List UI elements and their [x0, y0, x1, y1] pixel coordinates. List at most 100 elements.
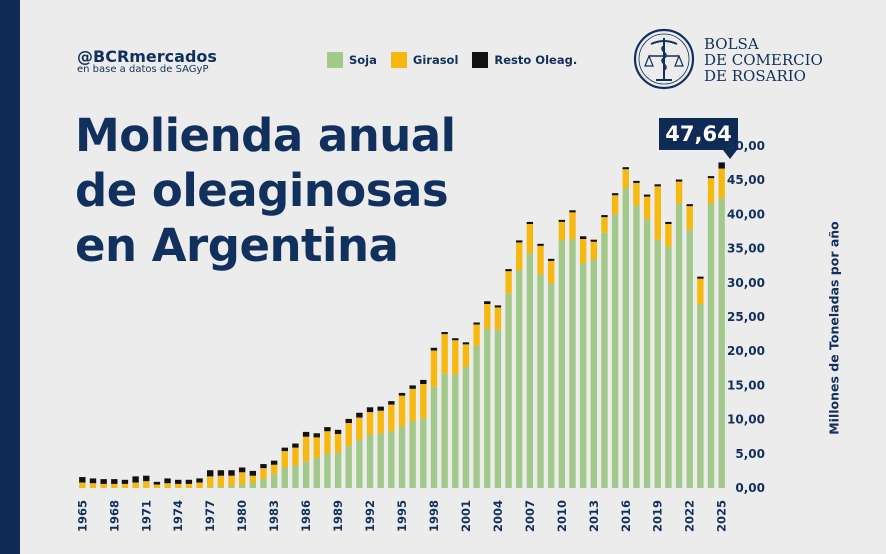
bar-resto-oleag--1965 — [79, 477, 86, 483]
bar-girasol-2014 — [601, 217, 608, 233]
bar-girasol-2019 — [654, 186, 661, 240]
bar-resto-oleag--1981 — [249, 470, 257, 476]
twitter-handle: @BCRmercados — [77, 47, 217, 66]
x-tick-label: 1986 — [299, 500, 313, 532]
bar-girasol-1973 — [164, 483, 171, 488]
bar-girasol-2023 — [697, 278, 704, 305]
bar-girasol-1975 — [185, 483, 193, 488]
bar-girasol-2024 — [707, 178, 715, 204]
bar-girasol-1978 — [217, 475, 225, 487]
legend-item-resto: Resto Oleag. — [472, 52, 577, 68]
logo-text: BOLSA DE COMERCIO DE ROSARIO — [704, 36, 823, 84]
bar-resto-oleag--1987 — [313, 433, 320, 438]
bar-girasol-2001 — [462, 344, 470, 367]
y-tick-label: 35,00 — [727, 242, 765, 256]
bar-soja-1996 — [409, 420, 416, 488]
bar-resto-oleag--1994 — [388, 401, 395, 405]
bar-resto-oleag--1976 — [196, 478, 203, 483]
bar-girasol-2002 — [473, 324, 480, 346]
bar-girasol-2005 — [505, 271, 512, 294]
bar-girasol-1997 — [420, 384, 427, 419]
x-tick-label: 2001 — [459, 500, 473, 532]
bar-soja-1983 — [270, 474, 278, 488]
bar-resto-oleag--1986 — [302, 431, 310, 437]
x-tick-label: 2016 — [619, 500, 633, 532]
x-tick-label: 2007 — [523, 500, 537, 532]
bar-resto-oleag--2002 — [473, 322, 480, 325]
x-tick-label: 1977 — [203, 500, 217, 532]
bar-resto-oleag--1967 — [100, 479, 107, 484]
bar-soja-2001 — [462, 366, 470, 488]
bar-resto-oleag--1988 — [324, 427, 331, 432]
bar-soja-2022 — [686, 230, 693, 488]
bar-soja-1986 — [302, 461, 310, 488]
bar-resto-oleag--2024 — [707, 176, 715, 179]
y-tick-label: 45,00 — [727, 173, 765, 187]
x-tick-label: 2019 — [651, 500, 665, 532]
y-tick-label: 50,00 — [727, 139, 765, 153]
bar-soja-2014 — [601, 232, 608, 488]
logo-line-2: DE COMERCIO — [704, 51, 823, 69]
bar-girasol-1969 — [121, 483, 129, 488]
title-line-1: Molienda anual — [75, 109, 456, 162]
bar-soja-2021 — [675, 203, 683, 488]
bar-girasol-1996 — [409, 388, 416, 421]
bar-girasol-1993 — [377, 410, 384, 434]
bar-resto-oleag--2018 — [643, 194, 651, 197]
bar-resto-oleag--2014 — [601, 215, 608, 218]
bar-soja-1977 — [207, 487, 214, 488]
legend-item-soja: Soja — [327, 52, 377, 68]
bar-girasol-1998 — [430, 350, 438, 387]
bar-resto-oleag--1978 — [217, 470, 225, 476]
y-tick-label: 10,00 — [727, 413, 765, 427]
bar-girasol-2006 — [516, 242, 523, 271]
bar-soja-1991 — [356, 440, 363, 488]
bar-soja-2024 — [707, 203, 715, 488]
bar-girasol-1984 — [281, 451, 288, 468]
bar-resto-oleag--2004 — [494, 305, 502, 308]
caduceus-scales-icon — [633, 28, 695, 90]
bar-girasol-1965 — [79, 482, 86, 488]
bar-soja-2000 — [452, 374, 459, 488]
bar-soja-2018 — [643, 219, 651, 489]
bar-girasol-1981 — [249, 475, 257, 483]
bar-resto-oleag--1985 — [292, 443, 299, 448]
bar-girasol-2009 — [547, 260, 555, 284]
bar-soja-1997 — [420, 418, 427, 488]
logo-line-3: DE ROSARIO — [704, 67, 806, 85]
bar-girasol-2025 — [718, 168, 725, 199]
bar-resto-oleag--2017 — [633, 180, 640, 183]
bar-resto-oleag--1989 — [334, 429, 342, 434]
bar-soja-1989 — [334, 452, 342, 488]
title-line-3: en Argentina — [75, 219, 399, 272]
y-tick-label: 20,00 — [727, 344, 765, 358]
bar-soja-1987 — [313, 457, 320, 488]
bar-resto-oleag--2009 — [547, 258, 555, 261]
bar-girasol-1972 — [153, 484, 161, 488]
bar-girasol-2000 — [452, 340, 459, 375]
bar-resto-oleag--2023 — [697, 276, 704, 279]
bar-soja-2020 — [665, 246, 672, 488]
x-tick-label: 1992 — [363, 500, 377, 532]
y-tick-label: 40,00 — [727, 207, 765, 221]
bar-girasol-2022 — [686, 206, 693, 231]
bar-soja-2023 — [697, 304, 704, 488]
bar-girasol-1980 — [238, 472, 246, 485]
bar-resto-oleag--1998 — [430, 347, 438, 351]
bar-soja-2016 — [622, 188, 629, 488]
page-title: Molienda anual de oleaginosas en Argenti… — [75, 108, 456, 273]
legend-label-resto: Resto Oleag. — [494, 53, 578, 67]
bar-girasol-2018 — [643, 196, 651, 220]
bar-girasol-1999 — [441, 334, 448, 374]
bar-soja-2003 — [484, 328, 491, 488]
y-tick-label: 15,00 — [727, 378, 765, 392]
bar-resto-oleag--1973 — [164, 478, 171, 484]
bar-girasol-2015 — [611, 195, 619, 215]
bar-girasol-1968 — [111, 483, 118, 488]
bar-girasol-1970 — [132, 482, 139, 488]
bar-girasol-1974 — [175, 483, 182, 488]
bar-soja-2013 — [590, 259, 597, 488]
bar-girasol-1977 — [207, 476, 214, 488]
y-tick-label: 0,00 — [735, 481, 765, 495]
bar-resto-oleag--1993 — [377, 406, 384, 411]
